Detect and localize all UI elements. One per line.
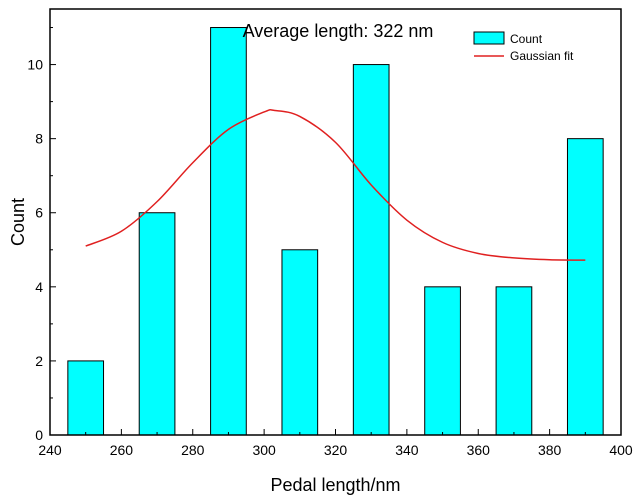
legend-count-label: Count — [510, 32, 543, 46]
bar-370 — [495, 286, 533, 436]
y-tick-label: 8 — [35, 131, 43, 147]
y-tick-label: 0 — [35, 427, 43, 443]
bars-layer — [67, 27, 604, 436]
bar-390 — [566, 138, 604, 436]
y-tick-label: 4 — [35, 279, 43, 295]
x-tick-label: 380 — [538, 442, 562, 458]
x-axis: 240 260 280 300 320 340 360 380 400 — [38, 429, 633, 458]
y-axis: 0 2 4 6 8 10 — [27, 27, 56, 443]
bar-270 — [138, 212, 176, 436]
gaussian-fit-line — [85, 109, 586, 261]
x-tick-label: 360 — [467, 442, 491, 458]
legend: Count Gaussian fit — [473, 31, 574, 63]
x-axis-title: Pedal length/nm — [270, 475, 400, 495]
bar-330 — [352, 64, 390, 436]
y-tick-label: 6 — [35, 205, 43, 221]
x-tick-label: 240 — [38, 442, 62, 458]
x-tick-label: 260 — [110, 442, 134, 458]
x-tick-label: 400 — [609, 442, 633, 458]
bar-290 — [210, 27, 247, 436]
bar-350 — [424, 286, 461, 436]
gaussian-fit-layer — [85, 109, 586, 261]
legend-count-swatch — [473, 31, 505, 45]
bar-310 — [281, 249, 319, 436]
x-tick-label: 300 — [252, 442, 276, 458]
y-tick-label: 2 — [35, 353, 43, 369]
legend-gaussian-fit-label: Gaussian fit — [510, 49, 574, 63]
x-tick-label: 280 — [181, 442, 205, 458]
average-length-annotation: Average length: 322 nm — [243, 21, 434, 41]
y-tick-label: 10 — [27, 57, 43, 73]
x-tick-label: 320 — [324, 442, 348, 458]
y-axis-title: Count — [8, 198, 28, 246]
x-tick-label: 340 — [395, 442, 419, 458]
bar-250 — [67, 360, 105, 436]
